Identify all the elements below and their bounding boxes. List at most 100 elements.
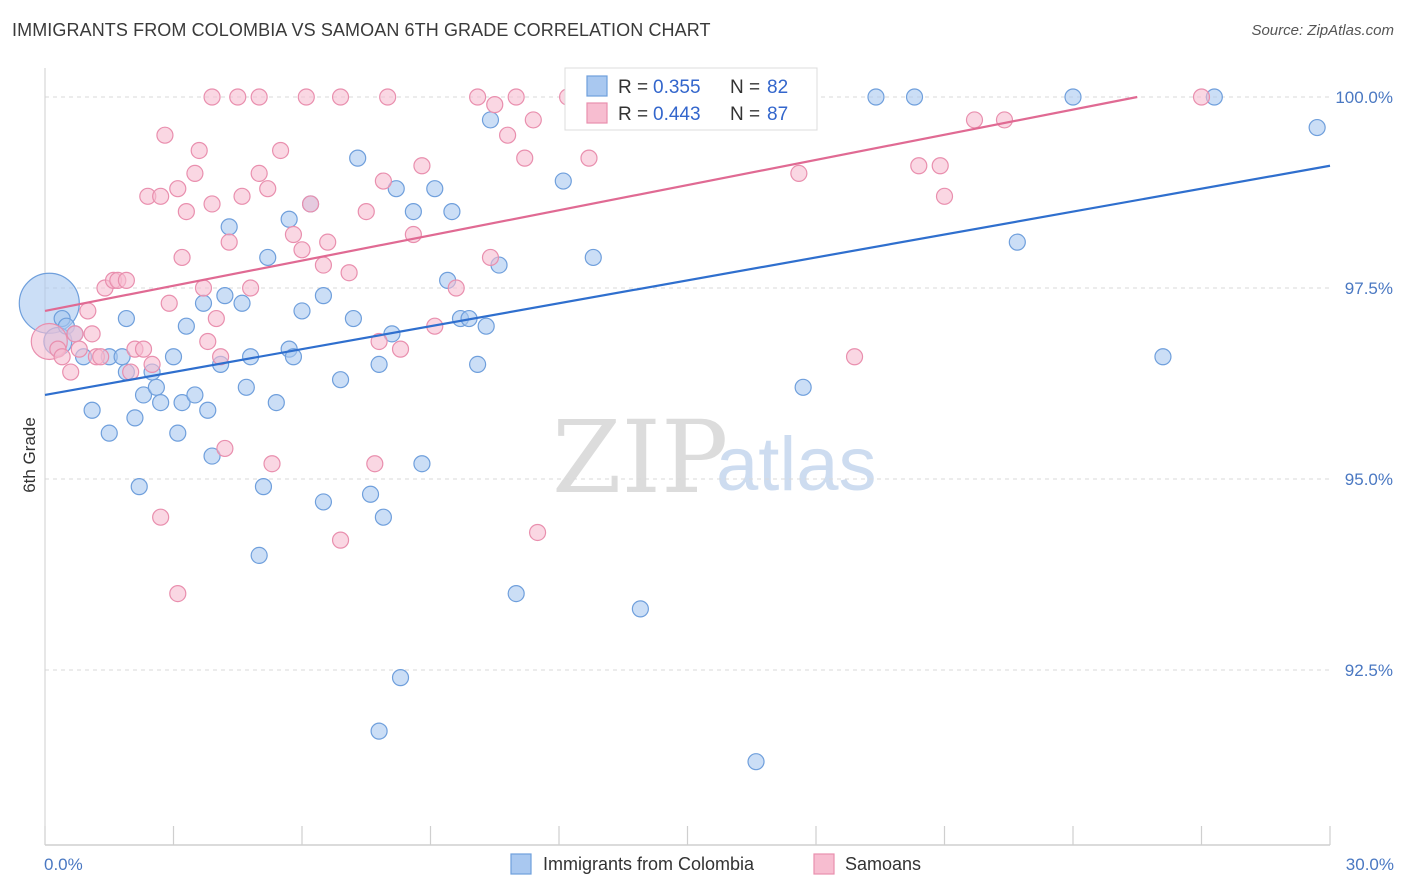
colombia-point (314, 287, 333, 305)
legend-n-label-pink: N = (730, 104, 760, 125)
samoans-point (152, 187, 170, 205)
colombia-point (216, 287, 234, 305)
samoans-point (910, 157, 928, 175)
samoans-point (580, 149, 598, 167)
chart-title: IMMIGRANTS FROM COLOMBIA VS SAMOAN 6TH G… (12, 20, 711, 40)
colombia-point (631, 600, 649, 618)
colombia-point (259, 248, 277, 267)
samoans-point (790, 164, 808, 182)
colombia-point (130, 478, 148, 496)
samoans-point (516, 149, 534, 167)
colombia-point (867, 88, 885, 106)
colombia-point (584, 248, 602, 267)
samoans-point (79, 302, 97, 320)
colombia-point (117, 309, 135, 328)
samoans-point (357, 203, 375, 221)
colombia-point (233, 294, 251, 312)
samoans-point (331, 531, 350, 549)
samoans-point (160, 294, 178, 312)
colombia-point (361, 485, 380, 503)
samoans-point (53, 348, 71, 366)
colombia-point (404, 203, 422, 221)
colombia-point (331, 371, 350, 389)
legend-samoans-label: Samoans (845, 854, 921, 874)
samoans-point (169, 584, 187, 603)
colombia-point (126, 409, 144, 427)
colombia-point (83, 401, 101, 419)
samoans-point (152, 508, 170, 526)
samoans-point (845, 348, 864, 366)
samoans-point (250, 164, 268, 182)
colombia-point (426, 180, 444, 198)
samoans-point (370, 332, 388, 351)
x-tick-label-min: 0.0% (44, 855, 83, 874)
samoans-point (216, 439, 234, 458)
colombia-point (237, 378, 255, 396)
colombia-point (134, 386, 153, 404)
x-tick-label-max: 30.0% (1346, 855, 1394, 874)
samoans-point (995, 111, 1014, 129)
legend-swatch-blue (586, 75, 608, 97)
samoans-point (186, 164, 204, 182)
y-tick-labels: 92.5% 95.0% 97.5% 100.0% (1335, 88, 1393, 680)
colombia-point (199, 401, 217, 419)
legend-r-label-blue: R = (618, 77, 648, 98)
legend-r-value-pink: 0.443 (653, 104, 701, 125)
colombia-point (194, 294, 213, 312)
colombia-point (1064, 88, 1082, 106)
y-tick-label: 92.5% (1345, 661, 1393, 680)
colombia-point (905, 88, 924, 106)
samoans-point (242, 279, 260, 297)
colombia-point (374, 508, 392, 526)
samoans-point (965, 111, 984, 129)
colombia-point (293, 302, 311, 320)
legend-stats: R = 0.355 N = 82 R = 0.443 N = 87 (564, 67, 818, 131)
colombia-point (177, 317, 195, 335)
samoans-trend-line (44, 95, 1138, 312)
colombia-point (747, 753, 765, 771)
samoans-point (233, 187, 251, 205)
legend-r-value-blue: 0.355 (653, 77, 701, 98)
samoans-point (177, 203, 195, 221)
x-ticks (44, 826, 1331, 845)
colombia-point (469, 355, 487, 373)
colombia-point (267, 394, 285, 412)
watermark: ZIP atlas (552, 399, 877, 516)
legend-n-label-blue: N = (730, 77, 760, 98)
colombia-point (387, 180, 405, 198)
samoans-point (319, 233, 337, 251)
colombia-point (443, 203, 461, 221)
y-axis-label: 6th Grade (20, 417, 39, 493)
y-tick-label: 100.0% (1335, 88, 1393, 107)
samoans-point (293, 241, 311, 259)
colombia-point (254, 478, 273, 496)
samoans-point (156, 126, 174, 144)
samoans-point (70, 340, 88, 358)
colombia-point (152, 394, 170, 412)
watermark-zip: ZIP (552, 399, 728, 516)
samoans-point (284, 225, 303, 244)
legend-n-value-blue: 82 (767, 77, 788, 98)
samoans-point (486, 96, 504, 114)
colombia-point (1308, 118, 1326, 137)
samoans-point (481, 248, 500, 267)
legend-samoans-swatch (813, 853, 835, 875)
colombia-point (250, 546, 268, 565)
samoans-point (366, 455, 384, 473)
grid (45, 96, 1330, 671)
legend-colombia-label: Immigrants from Colombia (543, 854, 755, 874)
samoans-point (499, 126, 517, 144)
samoans-point (203, 195, 221, 213)
colombia-point (794, 378, 812, 396)
colombia-point (169, 424, 187, 442)
colombia-point (477, 317, 495, 335)
samoans-point (469, 88, 487, 106)
samoans-point (134, 340, 153, 358)
samoans-point (301, 195, 320, 213)
colombia-trend-line (44, 164, 1331, 397)
samoans-point (413, 157, 431, 175)
samoans-point (1192, 88, 1211, 106)
samoans-point (524, 111, 542, 129)
samoans-point (259, 180, 277, 198)
